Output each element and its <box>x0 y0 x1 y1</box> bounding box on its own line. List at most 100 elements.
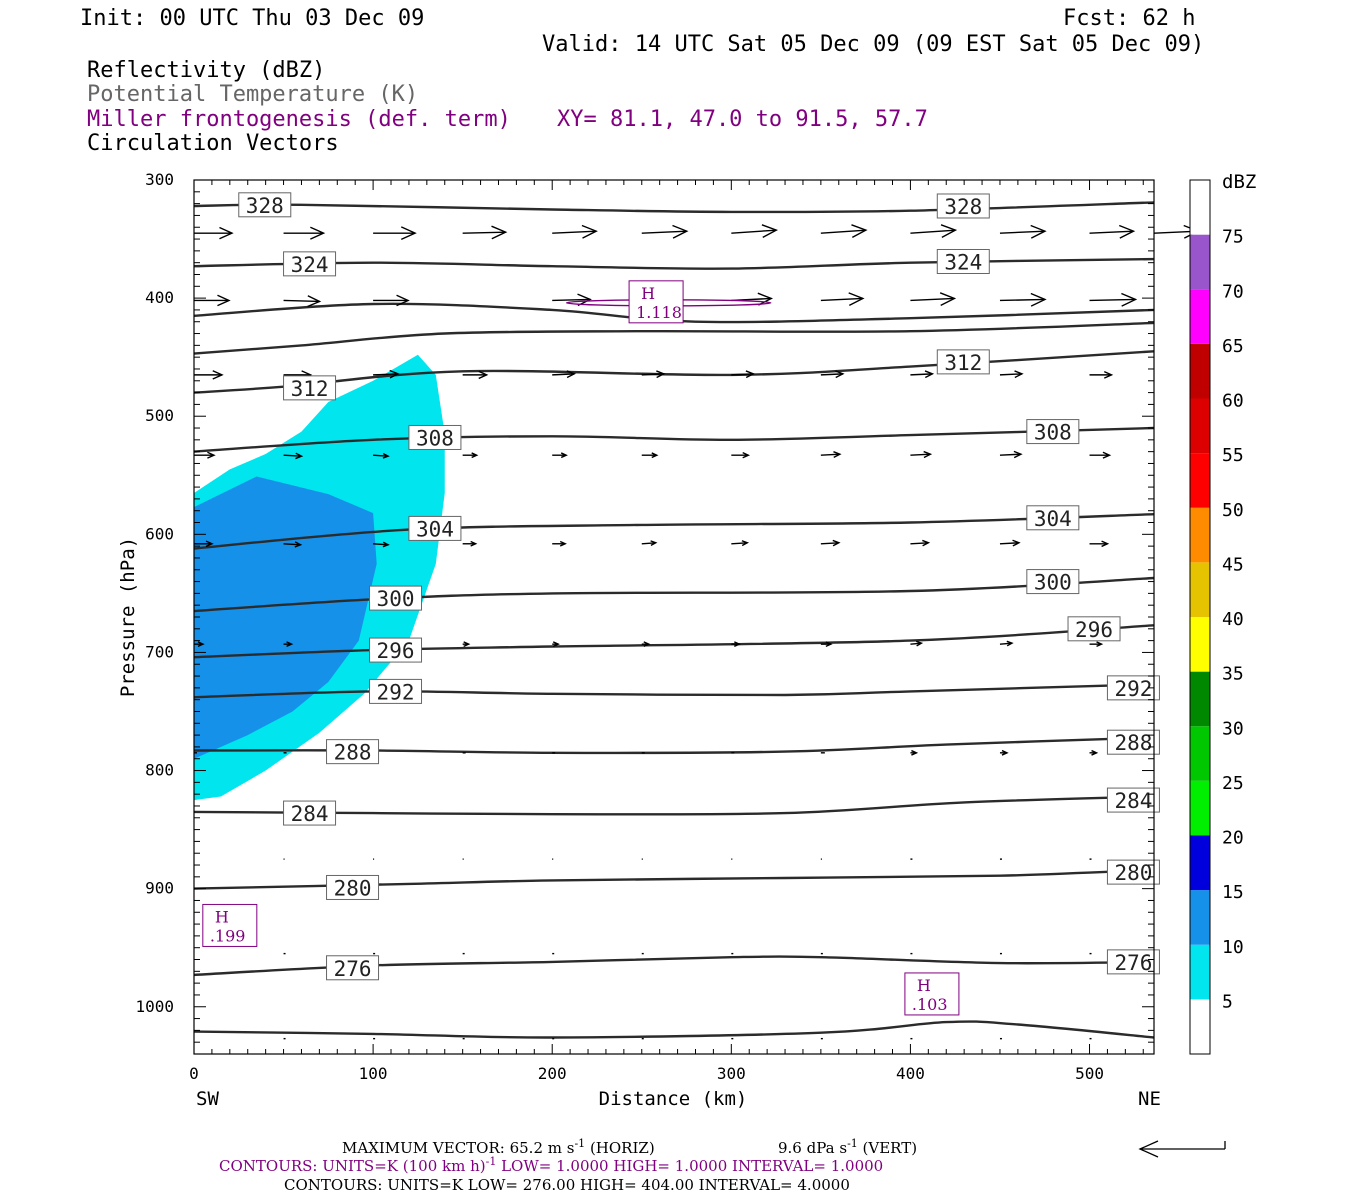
vector-head <box>478 370 489 380</box>
vector-head <box>835 370 845 379</box>
vector-head <box>310 226 326 240</box>
vector-shaft <box>910 229 956 234</box>
theta-label-292: 292 <box>377 680 415 704</box>
vector-shaft <box>641 230 687 234</box>
vector-shaft <box>373 373 399 376</box>
frontogenesis-max-label: H <box>215 907 229 926</box>
vector-shaft <box>910 642 922 645</box>
colorbar-swatch <box>1190 180 1210 235</box>
colorbar-swatch <box>1190 726 1210 781</box>
y-tick-label: 500 <box>145 406 174 425</box>
colorbar-tick-label: 70 <box>1222 281 1244 302</box>
vector-shaft <box>373 454 389 457</box>
theta-contour-308 <box>193 426 1155 453</box>
vector-head <box>745 370 756 379</box>
vector-shaft <box>820 229 866 234</box>
theta-label-288: 288 <box>334 741 372 765</box>
reflectivity-fill <box>194 354 445 801</box>
max-vertical-exp: -1 <box>847 1137 858 1150</box>
contours1-b: LOW= 1.0000 HIGH= 1.0000 INTERVAL= 1.000… <box>496 1157 883 1175</box>
theta-label-296: 296 <box>1075 618 1113 642</box>
colorbar-tick-label: 40 <box>1222 609 1244 630</box>
vector-head <box>1103 370 1114 379</box>
colorbar-swatch <box>1190 835 1210 891</box>
vector-shaft <box>999 230 1046 234</box>
theta-label-box-288 <box>326 739 380 765</box>
colorbar-swatch <box>1190 343 1210 399</box>
theta-label-box-304 <box>408 515 462 541</box>
y-tick-label: 1000 <box>135 997 174 1016</box>
vector-head <box>1030 292 1047 307</box>
colorbar-swatch <box>1190 671 1210 727</box>
y-tick-label: 900 <box>145 879 174 898</box>
y-axis-title: Pressure (hPa) <box>117 537 139 697</box>
vector-shaft <box>283 454 302 457</box>
theta-label-box-304 <box>1026 505 1080 531</box>
theta-label-box-312 <box>283 375 337 401</box>
vector-shaft <box>731 542 748 545</box>
vector-head <box>212 370 224 380</box>
colorbar-tick-label: 15 <box>1222 882 1244 903</box>
vector-shaft <box>283 543 301 546</box>
vector-shaft <box>1089 230 1134 234</box>
vector-shaft <box>641 373 664 376</box>
theta-label-box-280 <box>326 874 380 900</box>
colorbar-tick-label: 35 <box>1222 664 1244 685</box>
theta-label-284: 284 <box>291 802 329 826</box>
y-tick-label: 600 <box>145 524 174 543</box>
vector-head <box>491 225 508 240</box>
x-tick-label: 200 <box>538 1064 567 1083</box>
max-vector-exp: -1 <box>574 1137 585 1150</box>
vector-shaft <box>999 542 1020 545</box>
vector-head <box>741 540 750 547</box>
vector-head <box>382 541 390 548</box>
theta-contour-328 <box>193 201 1155 214</box>
colorbar-frame <box>1189 179 1211 1055</box>
vector-head <box>382 452 390 459</box>
theta-contour-296 <box>193 624 1155 659</box>
vector-head <box>825 641 833 648</box>
colorbar-tick-label: 75 <box>1222 227 1244 248</box>
vector-head <box>307 295 322 308</box>
colorbar-swatch <box>1190 944 1210 1000</box>
forecast-hour: Fcst: 62 h <box>1063 6 1195 31</box>
vector-head <box>552 641 560 648</box>
x-tick-label: 100 <box>359 1064 388 1083</box>
vector-head <box>207 451 216 459</box>
colorbar-tick-label: 5 <box>1222 991 1233 1012</box>
theta-label-308: 308 <box>416 426 454 450</box>
vector-head <box>1001 749 1009 756</box>
x-tick-label: 500 <box>1075 1064 1104 1083</box>
theta-contour-324 <box>193 257 1155 270</box>
colorbar-tick-label: 10 <box>1222 937 1244 958</box>
vector-head <box>757 292 774 306</box>
theta-label-276: 276 <box>334 957 372 981</box>
vector-head <box>389 369 400 379</box>
theta-label-280: 280 <box>334 876 372 900</box>
theta-label-304: 304 <box>1034 507 1072 531</box>
theta-label-box-284 <box>1106 787 1160 813</box>
vector-shaft <box>999 453 1022 456</box>
theta-label-312: 312 <box>944 351 982 375</box>
theta-label-300: 300 <box>377 587 415 611</box>
y-tick-label: 800 <box>145 761 174 780</box>
colorbar-swatch <box>1190 453 1210 508</box>
vector-shaft <box>731 229 777 234</box>
theta-label-box-296 <box>1067 616 1121 642</box>
reference-vector-arrow <box>1138 1140 1226 1158</box>
vector-shaft <box>999 642 1013 645</box>
theta-contour-284 <box>193 795 1155 816</box>
theta-contour-272 <box>193 1020 1155 1039</box>
vector-shaft <box>820 373 843 376</box>
vector-shaft <box>641 542 656 545</box>
theta-label-296: 296 <box>377 639 415 663</box>
vector-head <box>848 292 865 306</box>
colorbar-tick-label: 50 <box>1222 500 1244 521</box>
frontogenesis-max-label: H <box>917 976 931 995</box>
vector-head <box>396 294 410 307</box>
contours1-a: CONTOURS: UNITS=K (100 km h) <box>219 1157 486 1175</box>
x-right-endpoint: NE <box>1138 1088 1161 1110</box>
vector-head <box>940 224 958 238</box>
